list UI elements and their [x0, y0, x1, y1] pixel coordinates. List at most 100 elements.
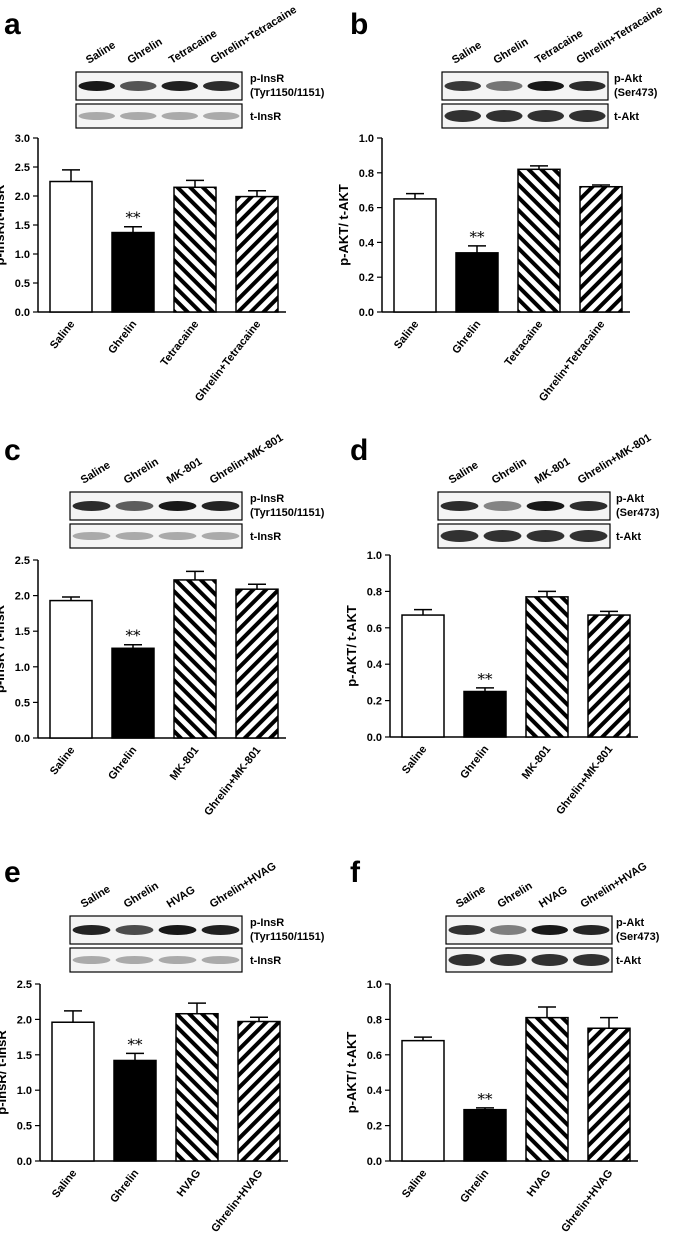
y-tick-label: 0.4: [367, 659, 383, 671]
blot-label-total: t-InsR: [250, 531, 281, 543]
bar: [393, 198, 437, 313]
lane-label: Saline: [454, 883, 488, 910]
lane-label: Ghrelin+HVAG: [578, 860, 649, 910]
phospho-band: [161, 81, 199, 91]
y-tick-label: 0.0: [15, 307, 30, 319]
bar: [173, 186, 217, 313]
total-band: [201, 956, 240, 964]
significance-marker: **: [478, 670, 494, 688]
phospho-band: [78, 81, 116, 91]
lane-label: Ghrelin: [122, 456, 161, 487]
category-label: Ghrelin+Tetracaine: [193, 318, 263, 404]
total-band: [485, 110, 523, 122]
category-label: Ghrelin+Tetracaine: [537, 318, 607, 404]
y-tick-label: 0.4: [359, 237, 375, 249]
category-label: Ghrelin+HVAG: [559, 1167, 615, 1234]
bar-chart: 0.0 0.2 0.4 0.6 0.8 1.0 p-AKT/ t-AKT Saline ** Gh…: [344, 550, 638, 817]
category-label: Saline: [392, 318, 421, 351]
phospho-band: [568, 81, 606, 91]
bar-chart: 0.0 0.2 0.4 0.6 0.8 1.0 p-AKT/ t-AKT Saline ** Gh…: [336, 133, 630, 404]
y-tick-label: 0.0: [367, 732, 382, 744]
bar: [111, 647, 155, 739]
total-band: [448, 954, 486, 966]
category-label: Saline: [48, 744, 77, 777]
bar: [49, 180, 93, 313]
category-label: Ghrelin: [450, 318, 483, 356]
lane-label: MK-801: [533, 456, 573, 487]
blot-label-total: t-Akt: [614, 111, 639, 123]
blot-label-total: t-Akt: [616, 531, 641, 543]
phospho-band: [440, 501, 479, 511]
significance-marker: **: [126, 209, 142, 227]
lane-label: Saline: [79, 883, 113, 910]
category-label: Saline: [400, 1167, 429, 1200]
category-label: Ghrelin: [458, 1167, 491, 1205]
lane-label: Ghrelin+Tetracaine: [574, 4, 664, 67]
y-axis-title: p-InsR/ t-InsR: [0, 1030, 9, 1115]
phospho-band: [72, 501, 111, 511]
category-label: Saline: [48, 318, 77, 351]
category-label: MK-801: [520, 743, 554, 781]
y-tick-label: 0.6: [359, 203, 374, 215]
lane-label: Ghrelin+MK-801: [576, 432, 654, 487]
y-tick-label: 0.5: [15, 697, 30, 709]
bar: [235, 588, 279, 739]
total-band: [444, 110, 482, 122]
blot-label-total: t-InsR: [250, 111, 281, 123]
panel-letter: d: [350, 434, 368, 467]
bar: [587, 1027, 631, 1162]
y-tick-label: 0.4: [367, 1085, 383, 1097]
y-tick-label: 2.0: [15, 591, 30, 603]
western-blot: Saline Ghrelin MK-801 Ghrelin+MK-801 p-InsR (…: [69, 432, 325, 549]
total-band: [201, 532, 240, 540]
bar: [579, 185, 623, 313]
lane-label: Ghrelin: [122, 880, 161, 911]
phospho-band: [201, 925, 240, 935]
phospho-band: [569, 501, 608, 511]
total-band: [526, 530, 565, 542]
y-tick-label: 0.0: [367, 1156, 382, 1168]
blot-label-phospho: (Ser473): [614, 87, 658, 99]
significance-marker: **: [128, 1035, 144, 1053]
lane-label: Ghrelin+MK-801: [208, 432, 286, 487]
western-blot: Saline Ghrelin TetracaineGhrelin+Tetracain…: [441, 4, 665, 129]
y-tick-label: 1.0: [359, 133, 374, 145]
y-tick-label: 0.2: [367, 696, 382, 708]
panel-d: d Saline Ghrelin MK-801 Ghrelin+MK-801p-Akt(…: [344, 432, 660, 817]
blot-panel-total: [75, 103, 243, 129]
y-axis-title: p-AKT/ t-AKT: [336, 184, 351, 266]
y-axis-title: p-InsR / t-InsR: [0, 604, 7, 693]
blot-panel-total: [69, 947, 243, 973]
lane-label: Saline: [79, 459, 113, 486]
blot-label-phospho: p-InsR: [250, 73, 284, 85]
y-tick-label: 0.2: [359, 272, 374, 284]
phospho-band: [119, 81, 157, 91]
lane-label: MK-801: [165, 456, 205, 487]
total-band: [202, 112, 240, 120]
bar: [455, 252, 499, 313]
total-band: [527, 110, 565, 122]
lane-label: Ghrelin+Tetracaine: [208, 4, 298, 67]
total-band: [158, 532, 197, 540]
western-blot: Saline Ghrelin HVAG Ghrelin+HVAG p-Akt (Ser47…: [445, 860, 660, 973]
category-label: Saline: [50, 1167, 79, 1200]
category-label: Ghrelin+HVAG: [209, 1167, 265, 1234]
panel-letter: a: [4, 8, 21, 41]
y-tick-label: 0.5: [17, 1121, 32, 1133]
bar: [113, 1059, 157, 1162]
total-band: [568, 110, 606, 122]
western-blot: Saline Ghrelin HVAG Ghrelin+HVAG p-InsR (Tyr1…: [69, 860, 325, 973]
phospho-band: [485, 81, 523, 91]
bar: [517, 168, 561, 313]
category-label: Ghrelin: [106, 318, 139, 356]
western-blot: Saline Ghrelin MK-801 Ghrelin+MK-801 p-Akt (S…: [437, 432, 660, 549]
western-blot: Saline Ghrelin TetracaineGhrelin+Tetracain…: [75, 4, 325, 129]
blot-label-phospho: (Tyr1150/1151): [250, 507, 325, 519]
category-label: Ghrelin: [108, 1167, 141, 1205]
y-tick-label: 0.6: [367, 623, 382, 635]
y-tick-label: 1.0: [17, 1085, 32, 1097]
total-band: [72, 956, 111, 964]
lane-label: Ghrelin: [490, 456, 529, 487]
